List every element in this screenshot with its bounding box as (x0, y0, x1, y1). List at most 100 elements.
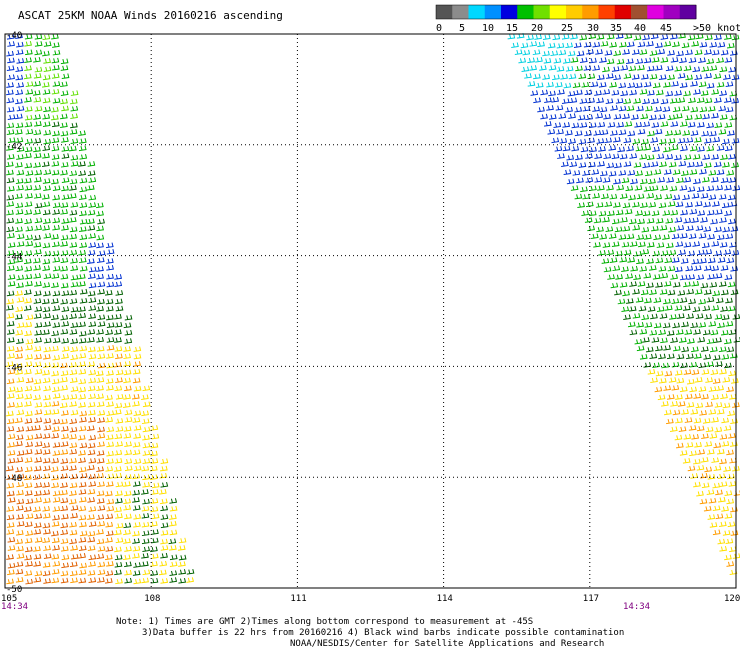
wind-barb (78, 313, 85, 318)
wind-barb (15, 467, 22, 472)
wind-barb (61, 426, 68, 431)
wind-barb (568, 91, 575, 96)
wind-barb (24, 298, 31, 303)
wind-barb (25, 115, 32, 120)
wind-barb (106, 546, 113, 551)
wind-barb (603, 154, 610, 159)
wind-barb (88, 305, 95, 310)
wind-barb (723, 249, 730, 254)
wind-barb (124, 441, 131, 446)
wind-barb (53, 266, 60, 271)
wind-barb (676, 329, 683, 334)
wind-barb (640, 49, 647, 54)
wind-barb (642, 99, 649, 104)
wind-barb (7, 74, 14, 79)
wind-barb (670, 98, 677, 103)
wind-barb (42, 506, 49, 511)
wind-barb (721, 506, 728, 511)
wind-barb (44, 41, 51, 46)
wind-barb (724, 210, 731, 215)
wind-barb (7, 291, 14, 296)
wind-barb (134, 425, 141, 430)
wind-barb (178, 569, 185, 574)
wind-barb (25, 442, 32, 447)
wind-barb (116, 482, 123, 487)
wind-barb (670, 401, 677, 406)
wind-barb (43, 458, 50, 463)
wind-barb (60, 315, 67, 320)
wind-barb (124, 546, 131, 551)
wind-barb (98, 570, 105, 575)
wind-barb (178, 578, 185, 583)
wind-barb (661, 121, 668, 126)
wind-barb (134, 386, 141, 391)
wind-barb (726, 450, 733, 455)
wind-barb (70, 329, 77, 334)
wind-barb (15, 314, 22, 319)
wind-barb (87, 426, 94, 431)
wind-barb (718, 42, 725, 47)
wind-barb (696, 403, 703, 408)
wind-barb (665, 371, 672, 376)
wind-barb (8, 114, 15, 119)
wind-barb (578, 115, 585, 120)
wind-barb (728, 371, 735, 376)
wind-barb (715, 361, 722, 366)
wind-barb (619, 83, 626, 88)
wind-barb (563, 58, 570, 63)
note-line-3: NOAA/NESDIS/Center for Satellite Applica… (290, 639, 604, 649)
wind-barb (647, 242, 654, 247)
wind-barb (648, 306, 655, 311)
wind-barb (644, 82, 651, 87)
wind-barb (96, 467, 103, 472)
wind-barb (16, 546, 23, 551)
wind-barb (96, 226, 103, 231)
wind-barb (668, 266, 675, 271)
wind-barb (34, 170, 41, 175)
wind-barb (716, 298, 723, 303)
wind-barb (610, 257, 617, 262)
wind-barb (106, 243, 113, 248)
wind-barb (142, 513, 149, 518)
wind-barb (6, 579, 13, 584)
wind-barb (628, 170, 635, 175)
wind-barb (125, 466, 132, 471)
wind-barb (89, 267, 96, 272)
wind-barb (612, 266, 619, 271)
wind-barb (106, 274, 113, 279)
wind-barb (724, 339, 731, 344)
wind-barb (115, 458, 122, 463)
wind-barb (591, 169, 598, 174)
wind-barb (603, 114, 610, 119)
wind-barb (26, 339, 33, 344)
wind-barb (79, 578, 86, 583)
wind-barb (722, 354, 729, 359)
wind-barb (711, 266, 718, 271)
wind-barb (33, 273, 40, 278)
wind-barb (61, 514, 68, 519)
wind-barb (557, 43, 564, 48)
wind-barb (71, 106, 78, 111)
wind-barb (161, 545, 168, 550)
wind-barb (87, 337, 94, 342)
wind-barb (679, 337, 686, 342)
wind-barb (692, 241, 699, 246)
wind-barb (681, 347, 688, 352)
wind-barb (709, 386, 716, 391)
wind-barb (52, 154, 59, 159)
wind-barb (52, 419, 59, 424)
wind-barb (133, 417, 140, 422)
wind-barb (17, 450, 24, 455)
wind-barb (96, 243, 103, 248)
lon-label: 108 (144, 594, 160, 604)
wind-barb (678, 250, 685, 255)
wind-barb (96, 329, 103, 334)
wind-barb (719, 281, 726, 286)
wind-barb (88, 570, 95, 575)
wind-barb (719, 217, 726, 222)
wind-barb (169, 521, 176, 526)
wind-barb (25, 250, 32, 255)
wind-barb (666, 91, 673, 96)
wind-barb (562, 99, 569, 104)
wind-barb (613, 179, 620, 184)
